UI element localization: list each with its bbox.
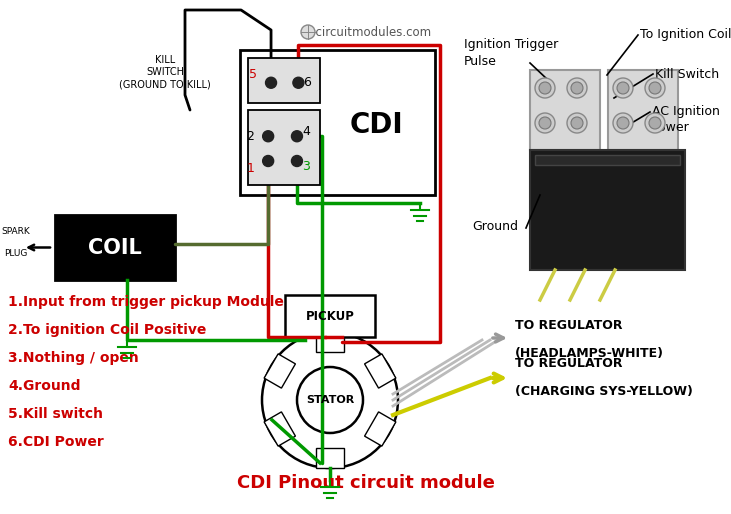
Circle shape <box>262 131 273 142</box>
Text: 2.To ignition Coil Positive: 2.To ignition Coil Positive <box>8 323 206 337</box>
Bar <box>608 70 678 150</box>
Circle shape <box>645 113 665 133</box>
Text: 5: 5 <box>249 68 257 81</box>
Circle shape <box>292 156 303 167</box>
Text: 3.Nothing / open: 3.Nothing / open <box>8 351 139 365</box>
Text: TO REGULATOR: TO REGULATOR <box>515 357 623 370</box>
Text: SPARK: SPARK <box>1 228 31 236</box>
Circle shape <box>571 117 583 129</box>
Circle shape <box>297 367 363 433</box>
Text: PLUG: PLUG <box>4 249 28 259</box>
Text: Kill Switch: Kill Switch <box>655 68 719 81</box>
Bar <box>530 70 600 150</box>
Text: Pulse: Pulse <box>464 55 497 68</box>
Circle shape <box>567 78 587 98</box>
Text: Ground: Ground <box>472 220 518 233</box>
Bar <box>240 50 435 195</box>
Circle shape <box>265 77 276 88</box>
Bar <box>264 412 295 446</box>
Text: 6: 6 <box>303 76 311 89</box>
Bar <box>316 332 344 352</box>
Bar <box>535 155 680 165</box>
Bar <box>365 354 396 388</box>
Circle shape <box>567 113 587 133</box>
Bar <box>55 215 175 280</box>
Text: 5.Kill switch: 5.Kill switch <box>8 407 103 421</box>
Text: circuitmodules.com: circuitmodules.com <box>308 26 431 39</box>
Bar <box>248 58 320 103</box>
Circle shape <box>535 78 555 98</box>
Text: 2: 2 <box>246 130 254 143</box>
Text: CDI Pinout circuit module: CDI Pinout circuit module <box>237 474 494 492</box>
Text: COIL: COIL <box>88 237 142 258</box>
Circle shape <box>617 82 629 94</box>
Bar <box>530 150 685 270</box>
Circle shape <box>649 117 661 129</box>
Bar <box>248 110 320 185</box>
Text: Ignition Trigger: Ignition Trigger <box>464 38 558 51</box>
Text: 1.Input from trigger pickup Module: 1.Input from trigger pickup Module <box>8 295 284 309</box>
Text: TO REGULATOR: TO REGULATOR <box>515 319 623 332</box>
Bar <box>365 412 396 446</box>
Text: Power: Power <box>652 121 690 134</box>
Text: 4: 4 <box>302 125 310 138</box>
Circle shape <box>613 78 633 98</box>
Circle shape <box>649 82 661 94</box>
Text: 1: 1 <box>246 162 254 175</box>
Text: KILL
SWITCH
(GROUND TO KILL): KILL SWITCH (GROUND TO KILL) <box>119 55 211 90</box>
Circle shape <box>262 156 273 167</box>
Circle shape <box>292 131 303 142</box>
Text: STATOR: STATOR <box>306 395 354 405</box>
Text: PICKUP: PICKUP <box>306 309 355 322</box>
Circle shape <box>535 113 555 133</box>
Circle shape <box>262 332 398 468</box>
Circle shape <box>617 117 629 129</box>
Bar <box>264 354 295 388</box>
Circle shape <box>539 82 551 94</box>
Text: 3: 3 <box>302 159 310 173</box>
Bar <box>316 448 344 468</box>
Text: AC Ignition: AC Ignition <box>652 105 720 118</box>
Circle shape <box>293 77 304 88</box>
Circle shape <box>645 78 665 98</box>
Text: To Ignition Coil: To Ignition Coil <box>640 28 731 41</box>
Text: (CHARGING SYS-YELLOW): (CHARGING SYS-YELLOW) <box>515 385 693 398</box>
Text: (HEADLAMPS-WHITE): (HEADLAMPS-WHITE) <box>515 347 664 360</box>
Circle shape <box>301 25 315 39</box>
Text: 4.Ground: 4.Ground <box>8 379 80 393</box>
Text: CDI: CDI <box>349 112 404 139</box>
Text: 6.CDI Power: 6.CDI Power <box>8 435 104 449</box>
Circle shape <box>613 113 633 133</box>
Circle shape <box>539 117 551 129</box>
Bar <box>285 295 375 337</box>
Circle shape <box>571 82 583 94</box>
